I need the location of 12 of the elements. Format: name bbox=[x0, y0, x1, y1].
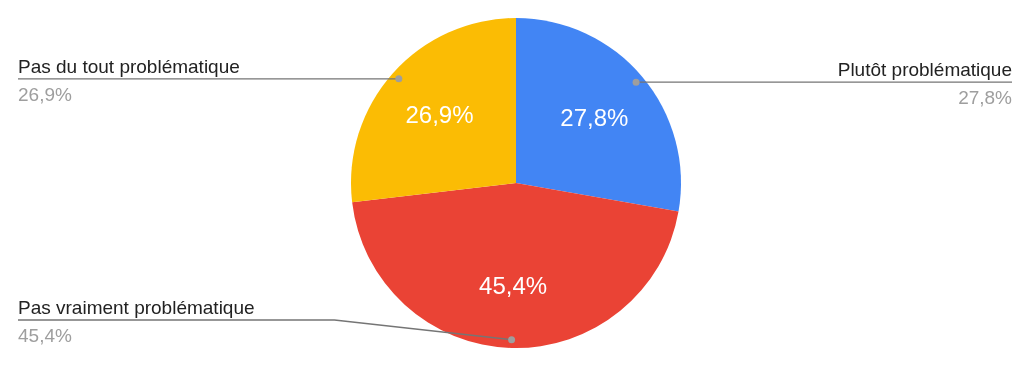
slice-label: Pas du tout problématique bbox=[18, 55, 240, 77]
pie-slice bbox=[516, 18, 681, 212]
data-label: 45,4% bbox=[479, 271, 548, 299]
text: 45,4% bbox=[18, 325, 72, 346]
pie-slice bbox=[351, 18, 516, 203]
data-label: 27,8% bbox=[560, 103, 629, 131]
text: 27,8% bbox=[958, 87, 1012, 109]
slice-label: Plutôt problématique bbox=[837, 59, 1012, 81]
data-label: 26,9% bbox=[405, 101, 474, 129]
text: 26,9% bbox=[18, 83, 72, 105]
slice-label: Pas vraiment problématique bbox=[18, 297, 255, 318]
pie-slice bbox=[352, 183, 679, 348]
